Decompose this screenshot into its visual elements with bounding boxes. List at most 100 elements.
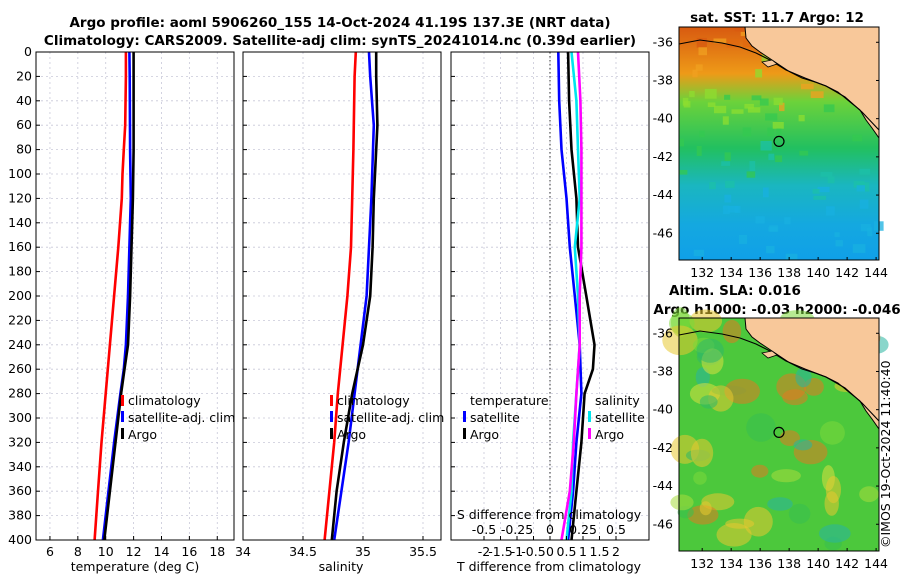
x-tick-label: 1.5 (590, 544, 610, 559)
sst-pixel (852, 244, 866, 253)
sst-pixel (742, 40, 753, 48)
map-x-tick-label: 140 (806, 265, 830, 280)
t-difference-xlabel: T difference from climatology (456, 559, 642, 574)
sst-pixel (852, 134, 863, 142)
x-tick-label: 14 (154, 544, 170, 559)
legend-swatch-t-argo (463, 428, 466, 439)
sst-pixel (856, 185, 865, 192)
sst-pixel (827, 176, 835, 184)
series-line-argo (103, 52, 135, 541)
map-y-tick-label: -44 (653, 478, 673, 493)
y-tick-label: 160 (8, 239, 32, 254)
y-tick-label: 240 (8, 337, 32, 352)
difference-legend: temperature satellite Argo salinity sate… (463, 393, 645, 442)
sst-pixel (801, 83, 814, 90)
s-tick-label: 0 (546, 522, 554, 537)
legend-s-argo: Argo (595, 427, 624, 442)
x-tick-label: -0.5 (521, 544, 545, 559)
y-tick-label: 340 (8, 459, 32, 474)
x-tick-label: 35 (355, 544, 371, 559)
sst-pixel (747, 107, 761, 113)
y-tick-label: 120 (8, 190, 32, 205)
s-difference-xlabel: S difference from climatology (457, 507, 642, 522)
sst-pixel (867, 227, 873, 237)
map-y-tick-label: -38 (653, 72, 673, 87)
series-line-climatology (323, 51, 358, 541)
x-tick-label: 34 (235, 544, 251, 559)
salinity-panel: 34 34.5 35 35.5 salinity climatology satell… (235, 51, 444, 574)
sla-blob (795, 367, 812, 388)
legend-climatology: climatology (128, 393, 201, 408)
sst-pixel (696, 146, 702, 156)
sst-pixel (859, 199, 869, 209)
legend-climatology: climatology (337, 393, 410, 408)
series-line-satellite-adj-clim (101, 51, 133, 541)
sst-pixel (860, 224, 871, 232)
sst-pixel (693, 249, 704, 257)
legend-swatch-satellite (330, 411, 333, 422)
argo-location-marker (773, 135, 785, 147)
sst-map: sat. SST: 11.7 Argo: 12 132 134 136 138 140 1… (653, 10, 888, 280)
sst-pixel (772, 122, 784, 129)
sst-pixel (785, 253, 798, 261)
x-tick-label: 16 (181, 544, 197, 559)
sst-pixel (826, 206, 835, 216)
sla-blob (859, 486, 879, 503)
sst-pixel (817, 186, 830, 193)
map-y-tick-label: -44 (653, 187, 673, 202)
sla-blob (782, 389, 808, 406)
sst-pixel (755, 69, 763, 78)
legend-swatch-argo (330, 428, 333, 439)
sst-pixel (798, 115, 805, 122)
x-tick-label: 34.5 (289, 544, 317, 559)
map-x-tick-label: 134 (719, 556, 743, 571)
temperature-xlabel: temperature (deg C) (71, 559, 200, 574)
salinity-axes-frame (242, 51, 442, 541)
y-tick-label: 300 (8, 410, 32, 425)
sst-pixel (765, 113, 778, 121)
y-tick-label: 260 (8, 361, 32, 376)
map-y-tick-label: -40 (653, 111, 673, 126)
sst-pixel (738, 234, 748, 244)
x-tick-label: -1 (511, 544, 523, 559)
sst-pixel (767, 127, 775, 137)
sst-pixel (679, 138, 684, 147)
map-y-tick-label: -38 (653, 363, 673, 378)
kangaroo-island (761, 350, 778, 359)
sla-blob (743, 506, 773, 537)
series-line-climatology (93, 52, 128, 541)
temperature-legend: climatology satellite-adj. clim Argo (121, 393, 235, 442)
sst-pixel (812, 189, 820, 194)
x-tick-label: 1 (579, 544, 587, 559)
sst-pixel (714, 105, 727, 114)
x-tick-label: -1.5 (488, 544, 512, 559)
sla-map: Altim. SLA: 0.016 Argo h1000: -0.03 h200… (653, 283, 900, 571)
map-x-tick-label: 132 (690, 265, 714, 280)
sla-blob (746, 413, 776, 442)
legend-satellite: satellite-adj. clim (128, 410, 235, 425)
series-line-s-argo (560, 51, 583, 541)
legend-t-argo: Argo (470, 427, 499, 442)
y-tick-label: 140 (8, 215, 32, 230)
sla-blob (699, 395, 718, 409)
map-y-tick-label: -46 (653, 516, 673, 531)
sst-pixel (755, 216, 765, 224)
legend-argo: Argo (337, 427, 366, 442)
map-x-tick-label: 144 (864, 556, 888, 571)
sst-pixel (823, 104, 835, 113)
sst-pixel (784, 217, 791, 225)
map-x-tick-label: 138 (777, 265, 801, 280)
sst-pixel (721, 161, 731, 166)
y-tick-label: 180 (8, 264, 32, 279)
shelf-contour (678, 39, 880, 131)
map-y-tick-label: -40 (653, 402, 673, 417)
sst-pixel (799, 150, 809, 156)
y-tick-label: 80 (16, 142, 32, 157)
sst-map-frame (678, 26, 880, 261)
sst-pixel (724, 152, 731, 161)
sst-pixel (709, 182, 716, 190)
y-tick-label: 360 (8, 483, 32, 498)
sla-blob (818, 524, 851, 543)
series-line-t-argo (566, 51, 596, 541)
